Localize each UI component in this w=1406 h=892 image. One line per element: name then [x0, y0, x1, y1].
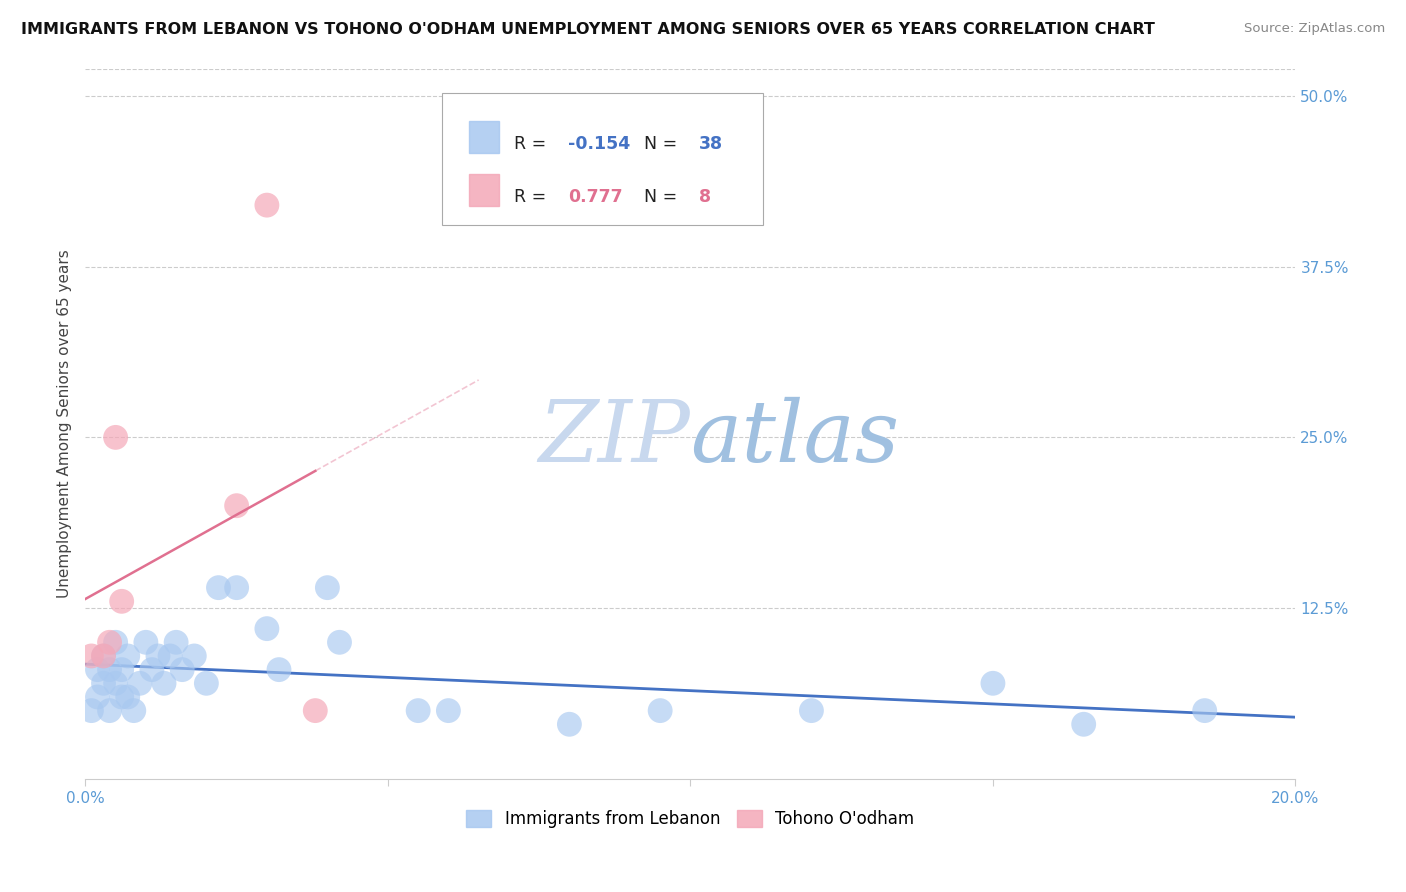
Point — [93, 648, 115, 663]
Point — [146, 648, 169, 663]
Bar — [470, 121, 499, 153]
Point — [104, 676, 127, 690]
Point — [93, 676, 115, 690]
Point — [111, 594, 134, 608]
Point — [650, 704, 672, 718]
Text: R =: R = — [513, 187, 557, 205]
Point — [104, 635, 127, 649]
Point — [267, 663, 290, 677]
Point — [172, 663, 194, 677]
Text: 8: 8 — [699, 187, 711, 205]
Point — [225, 581, 247, 595]
Text: IMMIGRANTS FROM LEBANON VS TOHONO O'ODHAM UNEMPLOYMENT AMONG SENIORS OVER 65 YEA: IMMIGRANTS FROM LEBANON VS TOHONO O'ODHA… — [21, 22, 1154, 37]
Point — [1073, 717, 1095, 731]
Point — [117, 690, 139, 704]
Point — [207, 581, 229, 595]
FancyBboxPatch shape — [443, 94, 763, 225]
Point — [98, 663, 121, 677]
Point — [183, 648, 205, 663]
Point — [98, 635, 121, 649]
Text: 0.777: 0.777 — [568, 187, 623, 205]
Point — [80, 704, 103, 718]
Text: atlas: atlas — [690, 397, 900, 479]
Point — [437, 704, 460, 718]
Bar — [470, 174, 499, 206]
Point — [153, 676, 176, 690]
Point — [1194, 704, 1216, 718]
Point — [159, 648, 181, 663]
Point — [256, 198, 278, 212]
Text: N =: N = — [644, 136, 683, 153]
Point — [98, 704, 121, 718]
Point — [117, 648, 139, 663]
Text: Source: ZipAtlas.com: Source: ZipAtlas.com — [1244, 22, 1385, 36]
Point — [316, 581, 339, 595]
Text: ZIP: ZIP — [538, 397, 690, 479]
Text: N =: N = — [644, 187, 689, 205]
Point — [304, 704, 326, 718]
Point — [80, 648, 103, 663]
Point — [128, 676, 150, 690]
Text: -0.154: -0.154 — [568, 136, 630, 153]
Point — [165, 635, 187, 649]
Text: 38: 38 — [699, 136, 723, 153]
Point — [406, 704, 429, 718]
Point — [195, 676, 218, 690]
Point — [558, 717, 581, 731]
Y-axis label: Unemployment Among Seniors over 65 years: Unemployment Among Seniors over 65 years — [58, 250, 72, 599]
Point — [86, 690, 108, 704]
Legend: Immigrants from Lebanon, Tohono O'odham: Immigrants from Lebanon, Tohono O'odham — [460, 803, 921, 835]
Point — [141, 663, 163, 677]
Point — [256, 622, 278, 636]
Point — [111, 663, 134, 677]
Point — [93, 648, 115, 663]
Point — [328, 635, 350, 649]
Point — [981, 676, 1004, 690]
Text: R =: R = — [513, 136, 551, 153]
Point — [122, 704, 145, 718]
Point — [104, 430, 127, 444]
Point — [225, 499, 247, 513]
Point — [86, 663, 108, 677]
Point — [800, 704, 823, 718]
Point — [111, 690, 134, 704]
Point — [135, 635, 157, 649]
